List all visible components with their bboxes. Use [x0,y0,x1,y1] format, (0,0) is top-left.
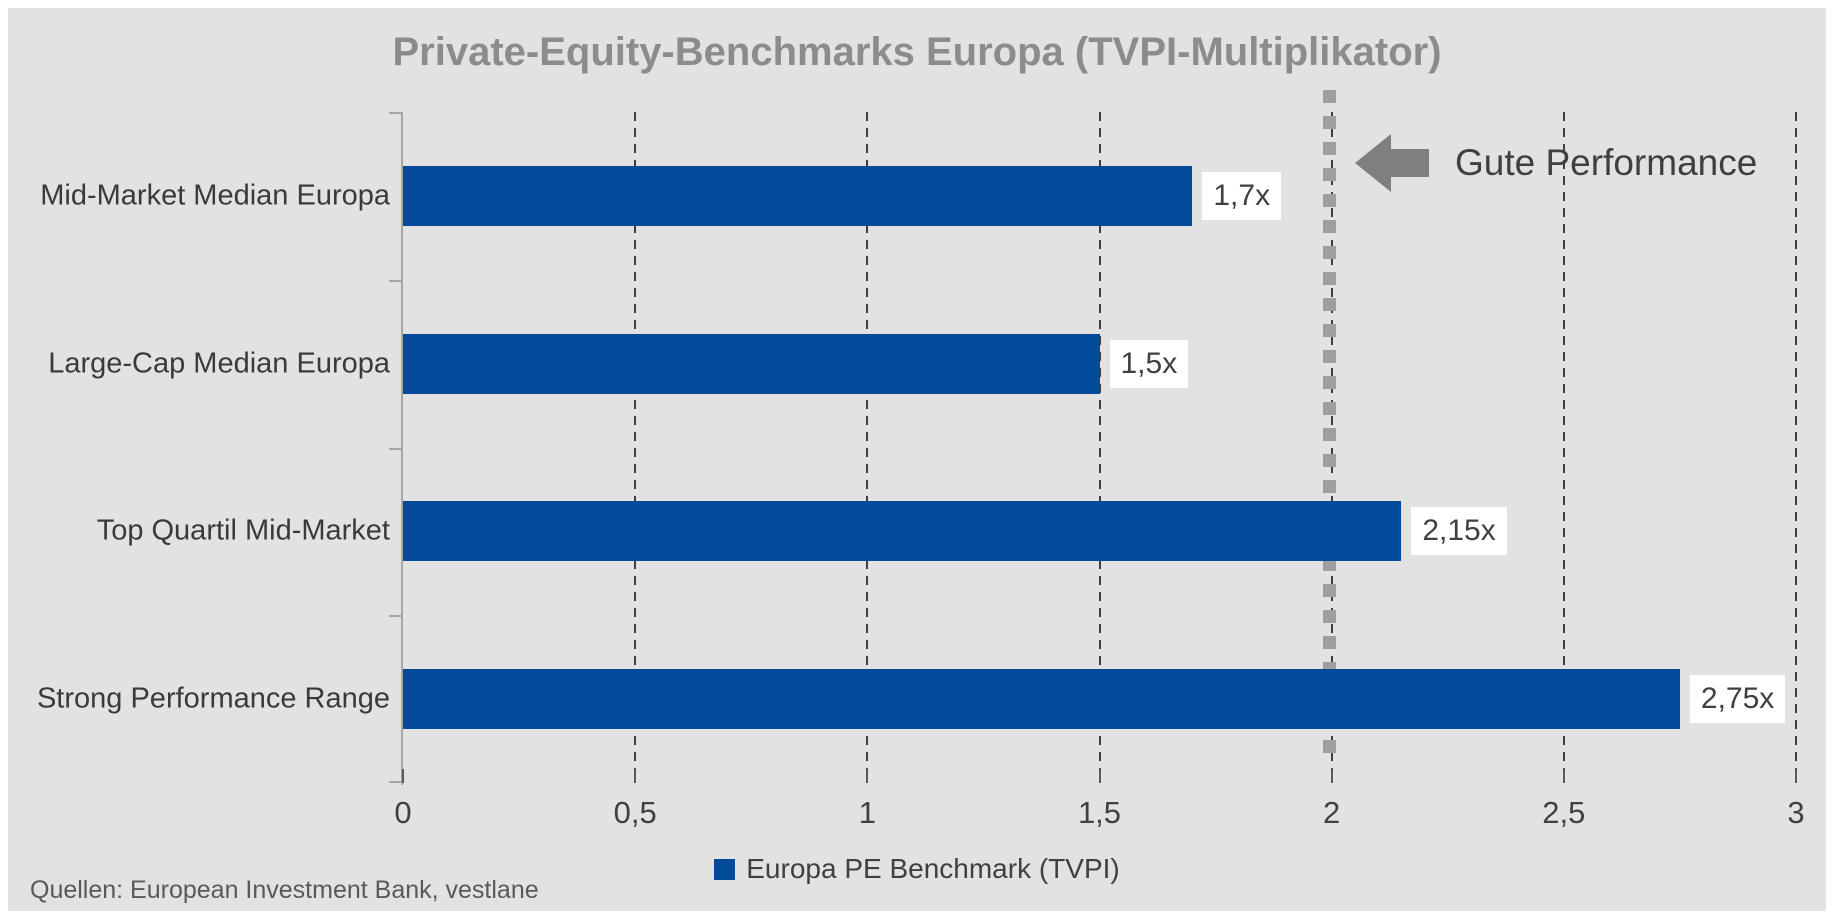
x-tick-label: 2 [1323,795,1341,830]
y-axis-line [401,112,403,785]
y-axis-tick [389,781,402,783]
category-label: Top Quartil Mid-Market [96,514,390,547]
category-label: Mid-Market Median Europa [40,179,390,212]
bar-value-label: 2,15x [1411,507,1507,556]
bar-value-label: 1,5x [1109,339,1189,388]
bar [403,333,1100,394]
chart-title: Private-Equity-Benchmarks Europa (TVPI-M… [392,30,1442,74]
x-tick-label: 0 [394,795,412,830]
legend-series-label: Europa PE Benchmark (TVPI) [746,853,1120,884]
y-axis-tick [389,447,402,450]
gridline [866,112,869,783]
x-axis-tick [1330,769,1333,783]
gridline [1795,112,1797,783]
threshold-annotation-label: Gute Performance [1455,142,1758,183]
x-axis-tick [402,769,404,783]
x-axis-tick [1795,769,1797,783]
x-axis-tick [1562,769,1565,783]
gridline [1098,112,1101,783]
bar [403,669,1680,730]
x-axis-tick [634,769,637,783]
legend-swatch-icon [714,858,736,880]
y-axis-tick [389,279,402,282]
x-tick-label: 3 [1787,795,1805,830]
legend: Europa PE Benchmark (TVPI) [8,853,1826,885]
source-note: Quellen: European Investment Bank, vestl… [30,876,539,904]
x-axis-tick [1098,769,1101,783]
plot-area: 0 0,5 1 1,5 2 2,5 3 1,7x 1,5x 2,15x 2,75x [389,90,1805,830]
x-axis-tick [866,769,869,783]
x-tick-label: 0,5 [613,795,657,830]
gridline [634,112,637,783]
chart-panel: Private-Equity-Benchmarks Europa (TVPI-M… [8,8,1826,911]
y-axis-tick [389,615,402,618]
bar-value-label: 2,75x [1689,675,1786,724]
x-tick-label: 2,5 [1542,795,1586,830]
threshold-annotation: Gute Performance [1355,134,1757,192]
bar [403,165,1193,226]
x-tick-label: 1 [858,795,876,830]
threshold-line [1322,90,1336,758]
gridline [1562,112,1565,783]
left-arrow-icon [1355,134,1429,192]
bar [403,501,1402,562]
x-tick-label: 1,5 [1077,795,1122,830]
category-label: Large-Cap Median Europa [48,347,390,380]
y-axis-tick [389,112,402,114]
bar-value-label: 1,7x [1202,171,1282,220]
category-label: Strong Performance Range [36,682,390,715]
